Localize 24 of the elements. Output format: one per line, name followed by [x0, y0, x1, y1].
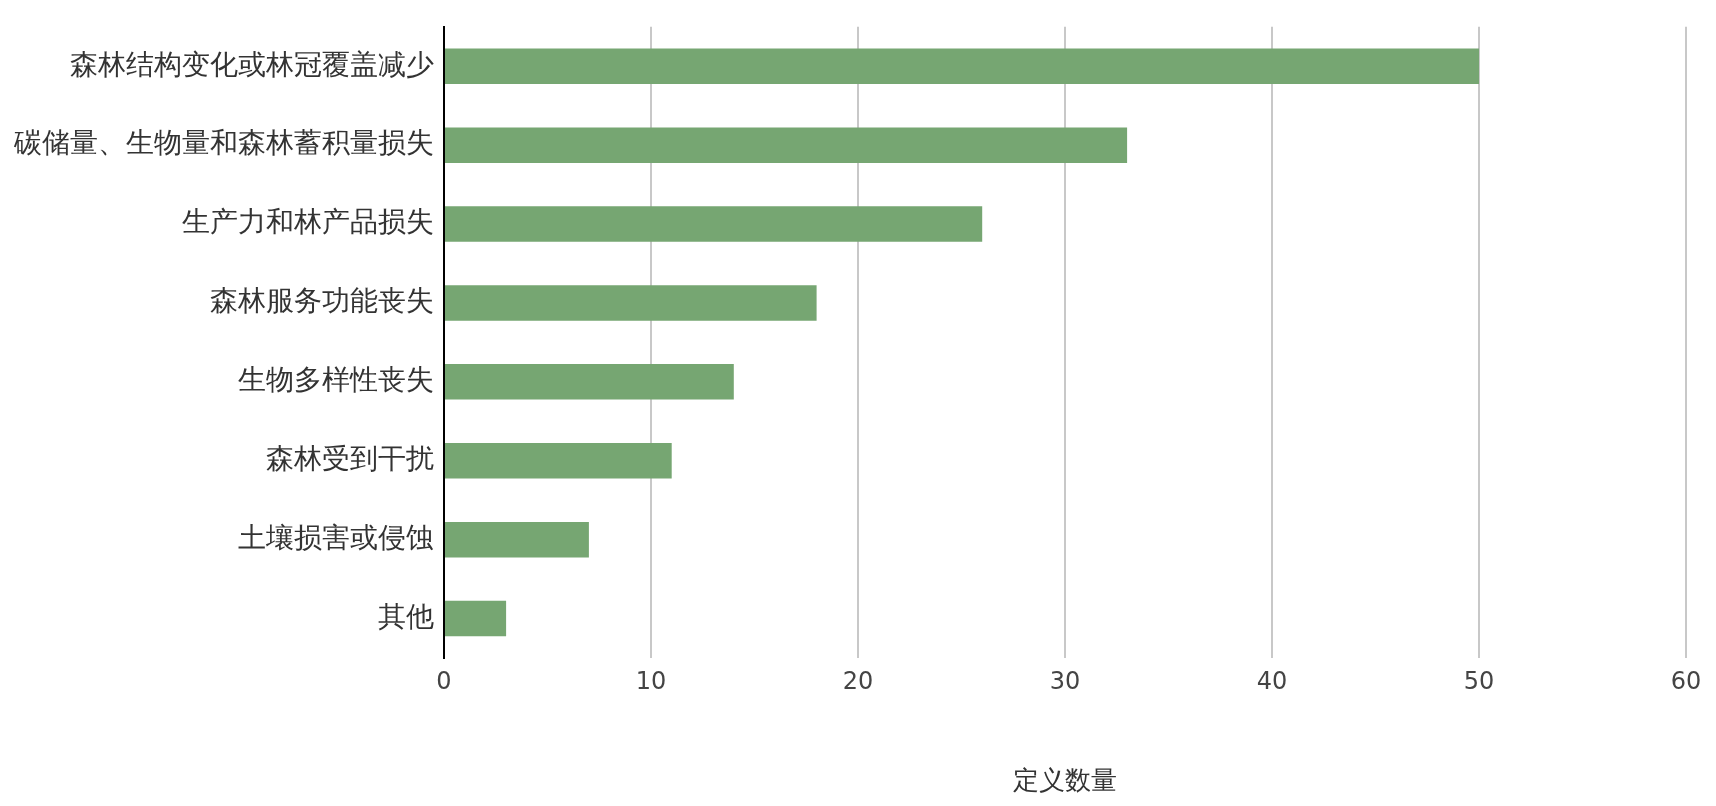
- x-tick-label: 0: [436, 666, 452, 695]
- bar: [445, 206, 983, 242]
- bar: [445, 285, 817, 321]
- x-axis-title: 定义数量: [1013, 765, 1117, 796]
- x-tick-label: 20: [842, 666, 874, 695]
- bar: [445, 443, 672, 479]
- x-tick-label: 10: [635, 666, 667, 695]
- bar: [445, 127, 1128, 163]
- y-tick-label: 其他: [378, 599, 434, 633]
- bar: [445, 364, 734, 400]
- y-tick-label: 生产力和林产品损失: [182, 205, 434, 239]
- bar: [445, 600, 507, 637]
- y-tick-label: 森林受到干扰: [266, 442, 434, 476]
- y-tick-label: 土壤损害或侵蚀: [238, 520, 434, 554]
- bar: [445, 521, 589, 558]
- x-tick-label: 50: [1463, 666, 1495, 695]
- y-tick-label: 生物多样性丧失: [238, 363, 434, 397]
- y-tick-label: 碳储量、生物量和森林蓄积量损失: [13, 126, 434, 160]
- y-tick-label: 森林服务功能丧失: [210, 284, 434, 318]
- x-tick-label: 40: [1256, 666, 1288, 695]
- bar: [445, 48, 1479, 84]
- x-tick-label: 30: [1049, 666, 1081, 695]
- y-tick-label: 森林结构变化或林冠覆盖减少: [70, 47, 434, 81]
- x-tick-label: 60: [1670, 666, 1702, 695]
